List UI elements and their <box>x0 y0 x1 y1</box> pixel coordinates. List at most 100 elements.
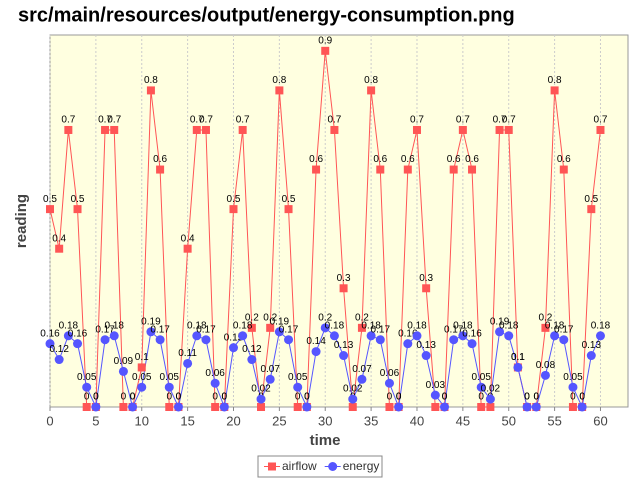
point <box>201 335 211 345</box>
value-label: 0.4 <box>52 233 66 244</box>
value-label: 0.6 <box>309 154 323 165</box>
legend-label: airflow <box>282 459 317 473</box>
value-label: 0.2 <box>318 312 332 323</box>
value-label: 0.1 <box>135 352 149 363</box>
value-label: 0.18 <box>187 320 207 331</box>
point <box>550 331 560 341</box>
point <box>54 355 64 365</box>
value-label: 0.05 <box>132 372 152 383</box>
point <box>73 339 83 349</box>
value-label: 0 <box>442 392 448 403</box>
point <box>449 165 458 174</box>
point <box>449 335 459 345</box>
point <box>146 327 156 337</box>
point <box>63 331 73 341</box>
value-label: 0 <box>130 392 136 403</box>
x-tick-label: 50 <box>501 413 515 428</box>
value-label: 0 <box>396 392 402 403</box>
point <box>192 125 201 134</box>
value-label: 0.05 <box>77 372 97 383</box>
value-label: 0.7 <box>199 115 213 126</box>
point <box>320 323 330 333</box>
point <box>101 125 110 134</box>
value-label: 0.5 <box>43 194 57 205</box>
point <box>274 327 284 337</box>
value-label: 0.05 <box>563 372 583 383</box>
value-label: 0.14 <box>306 336 326 347</box>
x-tick-label: 35 <box>364 413 378 428</box>
point <box>522 402 532 412</box>
value-label: 0 <box>442 392 448 403</box>
value-label: 0 <box>396 392 402 403</box>
chart-title: src/main/resources/output/energy-consump… <box>18 4 515 26</box>
value-label: 0 <box>176 392 182 403</box>
legend-label: energy <box>343 459 380 473</box>
point <box>468 165 477 174</box>
point <box>109 331 119 341</box>
point <box>321 46 330 55</box>
value-label: 0.8 <box>272 75 286 86</box>
value-label: 0.7 <box>61 115 75 126</box>
point <box>329 331 339 341</box>
x-axis-label: time <box>310 432 341 449</box>
point <box>504 331 514 341</box>
point <box>210 378 220 388</box>
value-label: 0.17 <box>196 324 216 335</box>
point <box>183 358 193 368</box>
point <box>55 244 64 253</box>
value-label: 0.4 <box>181 233 195 244</box>
x-tick-label: 5 <box>92 413 99 428</box>
point <box>339 284 348 293</box>
point <box>403 339 413 349</box>
value-label: 0.6 <box>465 154 479 165</box>
value-label: 0.3 <box>337 273 351 284</box>
value-label: 0 <box>166 392 172 403</box>
point <box>82 382 92 392</box>
point <box>504 125 513 134</box>
x-tick-label: 15 <box>180 413 194 428</box>
value-label: 0 <box>222 392 228 403</box>
value-label: 0 <box>570 392 576 403</box>
value-label: 0.02 <box>251 384 271 395</box>
value-label: 0.08 <box>536 360 556 371</box>
value-label: 0.8 <box>144 75 158 86</box>
point <box>302 402 312 412</box>
point <box>275 86 284 95</box>
point <box>568 403 577 411</box>
value-label: 0.7 <box>236 115 250 126</box>
point <box>183 244 192 253</box>
value-label: 0.15 <box>224 332 244 343</box>
point <box>284 335 294 345</box>
value-label: 0.8 <box>548 75 562 86</box>
point <box>421 351 431 361</box>
value-label: 0.16 <box>68 328 88 339</box>
x-tick-label: 55 <box>547 413 561 428</box>
point <box>440 402 450 412</box>
legend <box>257 455 383 478</box>
point <box>238 125 247 134</box>
value-label: 0.18 <box>104 320 124 331</box>
point <box>412 125 421 134</box>
value-label: 0.7 <box>594 115 608 126</box>
point <box>137 363 146 372</box>
value-label: 0.6 <box>557 154 571 165</box>
x-tick-label: 20 <box>226 413 240 428</box>
point <box>348 403 357 411</box>
value-label: 0.03 <box>426 380 446 391</box>
point <box>247 323 256 332</box>
value-label: 0.6 <box>447 154 461 165</box>
point <box>312 165 321 174</box>
value-label: 0 <box>84 392 90 403</box>
point <box>513 362 523 372</box>
value-label: 0.6 <box>153 154 167 165</box>
value-label: 0.19 <box>141 316 161 327</box>
value-label: 0.1 <box>511 352 525 363</box>
point <box>540 370 550 380</box>
point <box>110 125 119 134</box>
value-label: 0.5 <box>584 194 598 205</box>
value-label: 0.05 <box>471 372 491 383</box>
point <box>266 323 275 332</box>
value-label: 0 <box>533 392 539 403</box>
value-label: 0 <box>478 392 484 403</box>
point <box>412 331 422 341</box>
